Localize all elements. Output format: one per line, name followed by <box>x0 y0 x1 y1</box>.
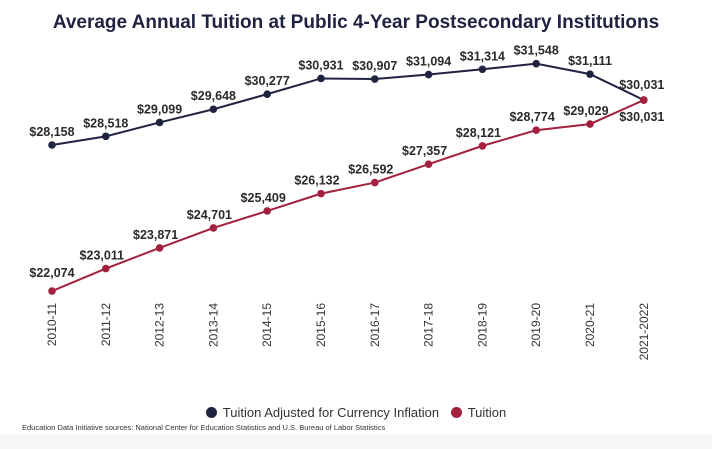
x-tick-label: 2013-14 <box>206 303 220 347</box>
data-point <box>48 287 56 295</box>
data-label: $25,409 <box>241 191 286 205</box>
legend-label: Tuition <box>467 405 507 420</box>
data-label: $28,121 <box>456 126 501 140</box>
data-point <box>263 207 272 215</box>
chart-title: Average Annual Tuition at Public 4-Year … <box>52 12 660 33</box>
data-point <box>371 178 379 187</box>
data-point <box>48 141 56 149</box>
data-point <box>102 132 110 141</box>
data-label: $30,907 <box>352 59 397 73</box>
data-point <box>209 224 218 232</box>
data-label: $24,701 <box>187 208 232 222</box>
data-point <box>102 264 110 273</box>
x-tick-label: 2017-18 <box>422 303 436 347</box>
series-line <box>51 99 645 292</box>
legend-marker <box>205 407 217 418</box>
x-tick-label: 2014-15 <box>260 303 274 347</box>
data-point <box>155 118 164 127</box>
data-label: $30,031 <box>619 110 664 124</box>
x-tick-label: 2019-20 <box>529 303 543 347</box>
data-label: $31,314 <box>460 49 505 63</box>
data-label: $28,158 <box>29 125 74 139</box>
source-note: Education Data Initiative sources: Natio… <box>22 423 386 432</box>
data-label: $30,031 <box>619 78 664 92</box>
data-point <box>263 90 272 98</box>
x-tick-label: 2012-13 <box>153 303 167 347</box>
data-label: $28,518 <box>83 116 128 130</box>
data-label: $23,011 <box>80 249 125 263</box>
data-point <box>532 126 540 135</box>
data-point <box>532 59 540 68</box>
legend-item-inflation-adjusted[interactable]: Tuition Adjusted for Currency Inflation <box>205 405 440 420</box>
data-label: $29,029 <box>563 104 608 118</box>
data-label: $22,074 <box>29 266 74 280</box>
data-label: $30,277 <box>245 74 290 88</box>
data-point <box>478 142 487 150</box>
x-tick-label: 2018-19 <box>475 303 489 347</box>
data-label: $26,132 <box>294 174 339 188</box>
data-point <box>478 65 487 74</box>
legend-marker <box>450 407 462 418</box>
legend: Tuition Adjusted for Currency Inflation … <box>0 405 712 421</box>
data-point <box>155 244 164 252</box>
data-label: $28,774 <box>510 110 555 124</box>
data-label: $29,099 <box>137 102 182 116</box>
data-point <box>586 120 594 128</box>
data-point <box>371 75 379 83</box>
data-label: $30,931 <box>298 58 343 72</box>
legend-label: Tuition Adjusted for Currency Inflation <box>222 405 440 420</box>
data-label: $23,871 <box>133 228 178 242</box>
data-label: $29,648 <box>191 89 236 103</box>
data-label: $31,094 <box>406 55 451 69</box>
x-tick-label: 2020-21 <box>583 303 597 347</box>
data-point <box>640 96 648 104</box>
data-point <box>317 74 325 83</box>
data-point <box>424 70 433 79</box>
x-tick-label: 2015-16 <box>314 303 328 347</box>
data-label: $26,592 <box>348 163 393 177</box>
series-line <box>51 62 645 146</box>
x-tick-label: 2011-12 <box>99 303 113 346</box>
data-label: $27,357 <box>402 144 447 158</box>
footer-bar <box>0 435 712 449</box>
legend-item-tuition[interactable]: Tuition <box>450 405 507 420</box>
data-label: $31,111 <box>568 54 612 68</box>
x-tick-label: 2016-17 <box>368 303 382 347</box>
x-tick-label: 2010-11 <box>45 303 59 346</box>
data-point <box>209 105 218 114</box>
data-point <box>586 70 594 78</box>
data-point <box>317 189 325 198</box>
x-tick-label: 2021-2022 <box>637 303 651 361</box>
data-point <box>424 160 433 169</box>
data-label: $31,548 <box>514 44 559 58</box>
